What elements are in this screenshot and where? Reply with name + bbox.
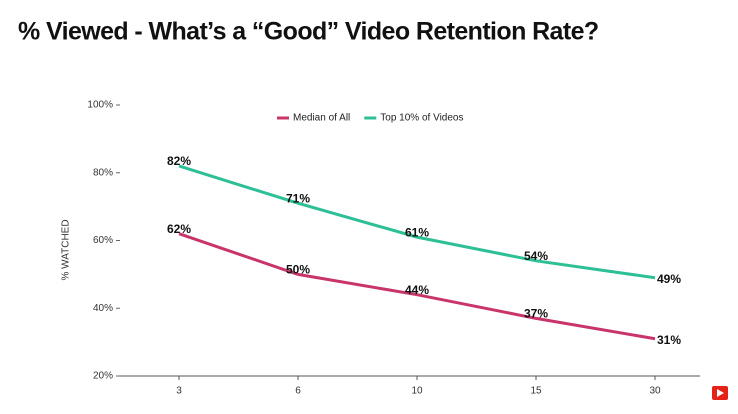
data-label: 44%	[405, 283, 429, 297]
x-tick-label: 15	[530, 386, 542, 397]
data-label: 54%	[524, 249, 548, 263]
y-tick-label: 20%	[93, 371, 113, 382]
data-label: 37%	[524, 307, 548, 321]
data-label: 50%	[286, 263, 310, 277]
data-label: 82%	[167, 154, 191, 168]
legend-label: Top 10% of Videos	[380, 113, 463, 124]
data-label: 31%	[657, 333, 681, 347]
data-label: 49%	[657, 272, 681, 286]
x-tick-label: 3	[176, 386, 182, 397]
chart-title: % Viewed - What’s a “Good” Video Retenti…	[18, 18, 599, 46]
x-tick-label: 30	[649, 386, 661, 397]
data-label: 62%	[167, 222, 191, 236]
series-line	[178, 232, 656, 341]
series-line	[178, 164, 656, 280]
x-tick-label: 6	[295, 386, 301, 397]
y-tick-label: 80%	[93, 167, 113, 178]
y-tick-label: 100%	[87, 100, 113, 111]
data-label: 71%	[286, 191, 310, 205]
y-axis-label: % WATCHED	[61, 219, 72, 280]
logo-icon	[712, 386, 728, 400]
y-tick-label: 60%	[93, 235, 113, 246]
data-label: 61%	[405, 225, 429, 239]
x-tick-label: 10	[411, 386, 423, 397]
y-tick-label: 40%	[93, 303, 113, 314]
legend-label: Median of All	[293, 113, 350, 124]
